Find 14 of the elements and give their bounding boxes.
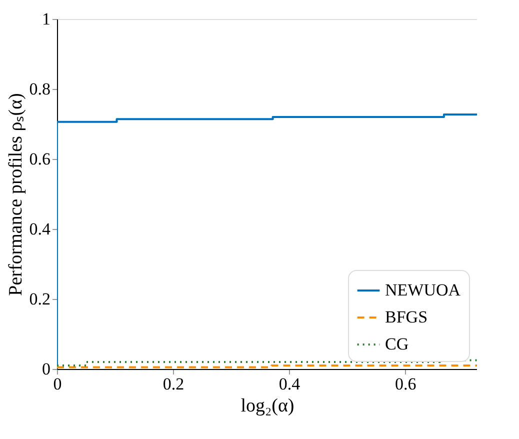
y-tick-label: 0 bbox=[42, 360, 50, 378]
y-tick-label: 0.2 bbox=[29, 290, 50, 308]
y-tick-label: 0.6 bbox=[29, 150, 50, 168]
x-tick-label: 0.2 bbox=[162, 374, 184, 394]
legend-label: CG bbox=[385, 334, 409, 354]
y-tick-label: 0.4 bbox=[29, 220, 51, 238]
legend-label: NEWUOA bbox=[385, 280, 462, 300]
x-axis-title: log₂(α) bbox=[240, 396, 294, 416]
x-tick-label: 0.4 bbox=[278, 374, 301, 394]
y-tick-label: 1 bbox=[42, 10, 50, 28]
legend-label: BFGS bbox=[385, 308, 428, 326]
x-tick-label: 0.6 bbox=[394, 374, 416, 394]
y-axis-title: Performance profiles ρₛ(α) bbox=[5, 93, 26, 296]
y-tick-label: 0.8 bbox=[29, 80, 50, 98]
